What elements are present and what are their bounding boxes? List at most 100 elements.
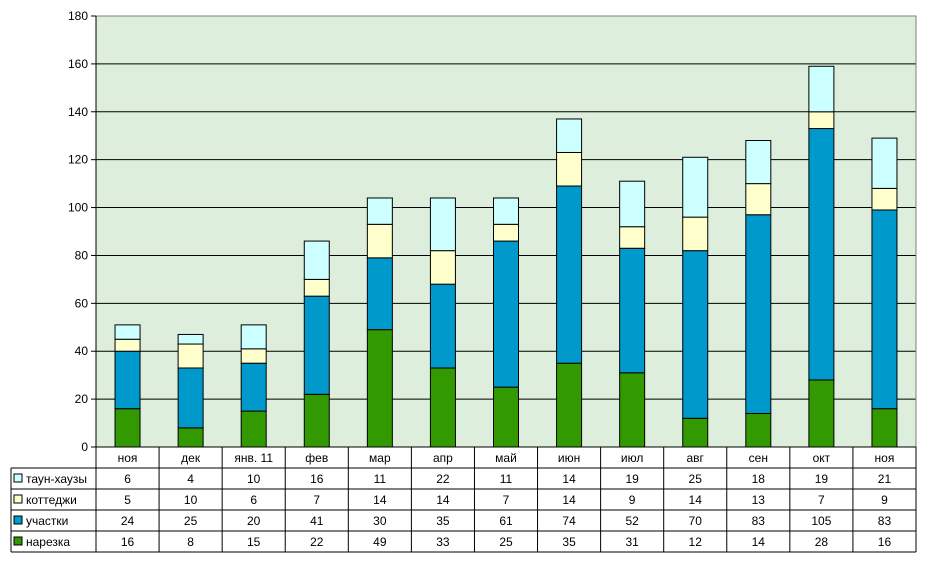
data-table-cell: 6 bbox=[250, 493, 257, 507]
category-label: авг bbox=[687, 451, 705, 465]
data-table-cell: 70 bbox=[689, 514, 703, 528]
bar-segment bbox=[493, 240, 519, 388]
data-table-cell: 83 bbox=[752, 514, 766, 528]
category-label: июн bbox=[558, 451, 580, 465]
data-table-cell: 22 bbox=[436, 472, 450, 486]
y-tick-label: 20 bbox=[75, 392, 89, 406]
bar-segment bbox=[871, 187, 898, 211]
bar-segment bbox=[493, 197, 519, 225]
data-table-cell: 9 bbox=[881, 493, 888, 507]
data-table-cell: 9 bbox=[629, 493, 636, 507]
y-tick-label: 80 bbox=[75, 248, 89, 262]
bar-segment bbox=[556, 118, 583, 153]
bar-segment bbox=[366, 329, 393, 448]
data-table-cell: 25 bbox=[184, 514, 198, 528]
bar-segment bbox=[366, 197, 393, 225]
category-label: ноя bbox=[118, 451, 138, 465]
data-table-cell: 35 bbox=[436, 514, 450, 528]
data-table-cell: 21 bbox=[878, 472, 892, 486]
bar-segment bbox=[114, 324, 141, 340]
bar-segment bbox=[682, 156, 709, 218]
data-table-cell: 6 bbox=[124, 472, 131, 486]
category-label: фев bbox=[305, 451, 328, 465]
bar-segment bbox=[303, 295, 330, 395]
data-table-cell: 74 bbox=[562, 514, 576, 528]
bar-segment bbox=[429, 250, 456, 285]
bar-segment bbox=[745, 412, 772, 448]
data-table-cell: 83 bbox=[878, 514, 892, 528]
data-table-cell: 35 bbox=[562, 535, 576, 549]
legend-swatch bbox=[13, 494, 23, 504]
bar-segment bbox=[745, 183, 772, 216]
y-tick-label: 160 bbox=[68, 57, 88, 71]
category-label: янв. 11 bbox=[234, 451, 273, 465]
data-table-cell: 41 bbox=[310, 514, 324, 528]
data-table-cell: 33 bbox=[436, 535, 450, 549]
data-table-cell: 25 bbox=[499, 535, 513, 549]
data-table-cell: 4 bbox=[187, 472, 194, 486]
data-table-cell: 10 bbox=[184, 493, 198, 507]
data-table-cell: 10 bbox=[247, 472, 261, 486]
category-label: июл bbox=[621, 451, 643, 465]
bar-segment bbox=[871, 209, 898, 410]
legend-swatch bbox=[13, 515, 23, 525]
bar-segment bbox=[682, 216, 709, 252]
bar-segment bbox=[366, 223, 393, 259]
legend-label: нарезка bbox=[26, 535, 70, 549]
bar-segment bbox=[619, 372, 646, 448]
bar-segment bbox=[619, 180, 646, 228]
bar-segment bbox=[871, 137, 898, 189]
data-table-cell: 18 bbox=[752, 472, 766, 486]
data-table-cell: 11 bbox=[374, 472, 387, 486]
data-table-cell: 19 bbox=[625, 472, 639, 486]
data-table-cell: 22 bbox=[310, 535, 324, 549]
bar-segment bbox=[493, 223, 519, 242]
y-tick-label: 60 bbox=[75, 296, 89, 310]
y-axis-ticks: 0 20 40 60 80 100 120 140 160 180 bbox=[68, 9, 96, 454]
y-tick-label: 40 bbox=[75, 344, 89, 358]
data-table-cell: 12 bbox=[689, 535, 703, 549]
bar-segment bbox=[240, 410, 267, 448]
data-table-cell: 31 bbox=[625, 535, 639, 549]
data-table-cell: 14 bbox=[373, 493, 387, 507]
data-table-cell: 8 bbox=[187, 535, 194, 549]
data-table-cell: 13 bbox=[752, 493, 766, 507]
category-label: апр bbox=[433, 451, 453, 465]
bar-segment bbox=[429, 367, 456, 448]
data-table-cell: 16 bbox=[310, 472, 324, 486]
category-label: окт bbox=[813, 451, 831, 465]
legend-label: коттеджи bbox=[26, 493, 77, 507]
category-label: ноя bbox=[875, 451, 895, 465]
bar-segment bbox=[682, 250, 709, 419]
category-label: май bbox=[495, 451, 517, 465]
bar-segment bbox=[366, 257, 393, 331]
bar-segment bbox=[177, 343, 204, 369]
data-table-cell: 14 bbox=[689, 493, 703, 507]
bar-segment bbox=[177, 333, 204, 345]
data-table-cell: 61 bbox=[499, 514, 513, 528]
bar-segment bbox=[114, 338, 141, 352]
bar-segment bbox=[808, 128, 835, 381]
data-table-cell: 30 bbox=[373, 514, 387, 528]
bar-segment bbox=[808, 379, 835, 448]
legend-label: участки bbox=[26, 514, 68, 528]
category-label: сен bbox=[749, 451, 768, 465]
data-table-cell: 7 bbox=[313, 493, 320, 507]
y-tick-label: 140 bbox=[68, 105, 88, 119]
bar-segment bbox=[303, 278, 330, 297]
bar-segment bbox=[556, 362, 583, 448]
data-table-cell: 28 bbox=[815, 535, 829, 549]
legend-swatch bbox=[13, 473, 23, 483]
bar-segment bbox=[745, 214, 772, 414]
bar-segment bbox=[619, 226, 646, 249]
y-tick-label: 180 bbox=[68, 9, 88, 23]
bar-segment bbox=[177, 427, 204, 448]
y-tick-label: 100 bbox=[68, 201, 88, 215]
bar-segment bbox=[303, 240, 330, 280]
bar-segment bbox=[240, 348, 267, 364]
bar-segment bbox=[303, 393, 330, 448]
data-table-cell: 14 bbox=[562, 472, 576, 486]
data-table: ноя дек янв. 11 фев мар апр май июн июл авг сен окт… bbox=[10, 446, 917, 553]
bar-segment bbox=[429, 197, 456, 252]
category-label: мар bbox=[369, 451, 391, 465]
